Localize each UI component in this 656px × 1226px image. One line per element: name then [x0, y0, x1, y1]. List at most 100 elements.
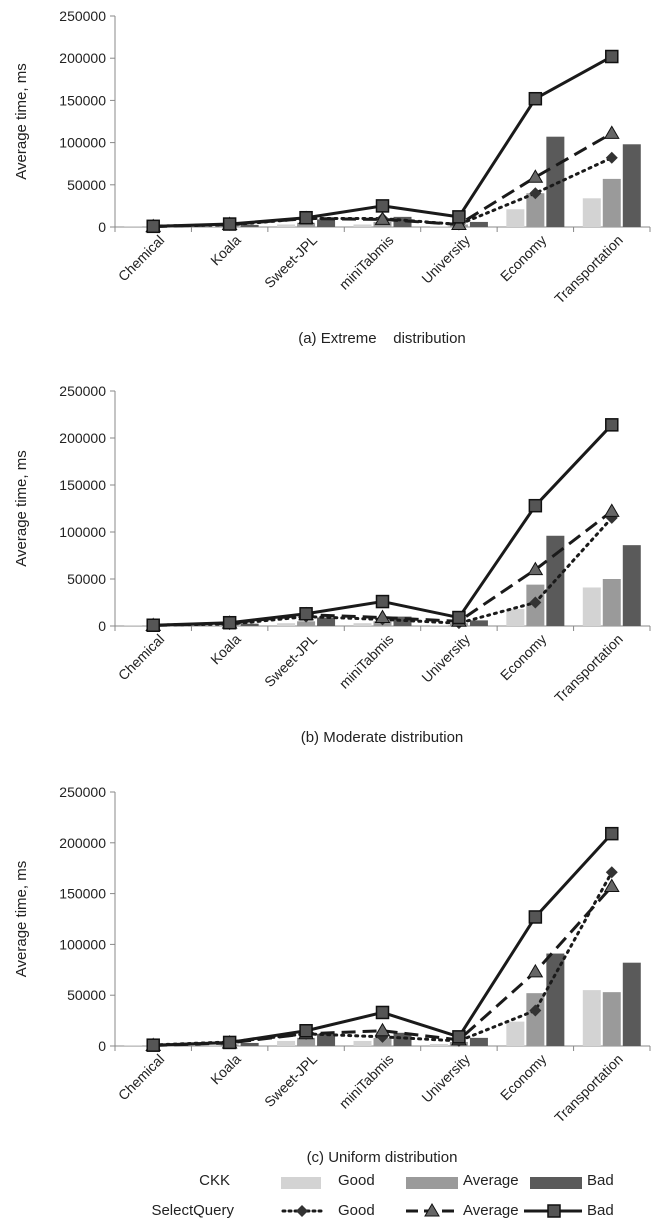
ckk-bar-good [277, 1040, 296, 1046]
category-label: Chemical [115, 232, 168, 285]
legend-sq-bad-line [524, 1204, 582, 1218]
y-tick-label: 200000 [59, 835, 106, 851]
ckk-bar-average [526, 193, 545, 227]
ckk-bar-bad [622, 545, 641, 626]
selectquery-point-bad [299, 607, 313, 621]
ckk-bar-bad [393, 216, 412, 227]
ckk-bar-bad [240, 224, 259, 227]
selectquery-point-average [603, 125, 620, 139]
ckk-bar-good [582, 587, 601, 626]
selectquery-point-bad [452, 210, 466, 224]
selectquery-point-bad [605, 49, 619, 64]
selectquery-point-good [605, 866, 618, 879]
ckk-bar-bad [469, 1037, 488, 1046]
ckk-bar-average [526, 993, 545, 1046]
legend-sq-good-line [281, 1205, 324, 1217]
ckk-bar-bad [546, 136, 565, 227]
selectquery-point-good [529, 187, 542, 200]
selectquery-point-average [527, 561, 544, 576]
ckk-bar-good [353, 623, 372, 626]
legend-ckk-good-label: Good [338, 1172, 375, 1189]
ckk-bar-bad [317, 219, 336, 227]
ckk-bar-bad [469, 221, 488, 227]
selectquery-point-bad [222, 615, 237, 630]
category-label: miniTabmis [336, 631, 397, 692]
selectquery-point-bad [146, 1038, 160, 1052]
category-label: Sweet-JPL [261, 631, 320, 690]
legend-selectquery-label: SelectQuery [151, 1202, 234, 1219]
y-tick-label: 100000 [59, 936, 106, 952]
ckk-bar-good [506, 1021, 525, 1046]
selectquery-point-bad [375, 594, 390, 609]
chart-extreme: 0 50000 100000 150000 200000 250000 Chemical Ko… [13, 8, 651, 347]
y-tick-label: 250000 [59, 8, 106, 24]
selectquery-point-average [374, 1022, 391, 1037]
selectquery-point-bad [299, 1024, 313, 1038]
selectquery-point-bad [605, 418, 619, 432]
ckk-bar-good [200, 1044, 219, 1046]
y-tick-label: 150000 [59, 886, 106, 902]
y-axis-label: Average time, ms [13, 450, 30, 566]
legend-sq-bad-label: Bad [587, 1202, 614, 1219]
selectquery-point-bad [375, 199, 390, 213]
legend-ckk-label: CKK [199, 1172, 230, 1189]
ckk-bar-average [602, 992, 621, 1046]
ckk-bar-good [429, 625, 448, 626]
legend-ckk-bad-swatch [530, 1177, 582, 1189]
category-label: Chemical [115, 1051, 168, 1104]
selectquery-point-bad [375, 1005, 390, 1020]
ckk-bar-average [297, 1037, 316, 1046]
legend-ckk-average-swatch [406, 1177, 458, 1189]
ckk-bar-bad [393, 1032, 412, 1046]
selectquery-point-bad [146, 219, 160, 234]
category-label: Sweet-JPL [261, 232, 320, 291]
ckk-bar-good [353, 1040, 372, 1046]
chart-caption: (b) Moderate distribution [301, 729, 464, 746]
selectquery-point-average [374, 211, 391, 225]
category-label: Koala [207, 232, 244, 269]
ckk-bar-bad [622, 962, 641, 1046]
category-label: Sweet-JPL [261, 1051, 320, 1110]
y-tick-label: 0 [98, 1038, 106, 1054]
y-tick-label: 100000 [59, 135, 106, 151]
category-label: Transportation [551, 232, 626, 307]
ckk-bar-average [602, 579, 621, 626]
y-tick-label: 50000 [67, 177, 106, 193]
category-label: Economy [497, 232, 550, 285]
y-tick-label: 100000 [59, 524, 106, 540]
ckk-bar-bad [622, 144, 641, 227]
selectquery-point-good [529, 1004, 542, 1017]
ckk-bar-bad [469, 620, 488, 626]
ckk-bar-bad [317, 617, 336, 626]
ckk-bar-good [429, 226, 448, 227]
legend-sq-average-label: Average [463, 1202, 519, 1219]
y-tick-label: 200000 [59, 50, 106, 66]
y-tick-label: 0 [98, 219, 106, 235]
legend: CKK Good Average Bad SelectQuery Good Av… [151, 1172, 613, 1219]
category-label: Koala [207, 631, 244, 668]
y-tick-label: 50000 [67, 571, 106, 587]
ckk-bar-good [506, 609, 525, 626]
y-tick-label: 150000 [59, 477, 106, 493]
chart-moderate: 0 50000 100000 150000 200000 250000 Chemical Ko… [13, 383, 651, 746]
ckk-bar-good [582, 990, 601, 1046]
ckk-bar-average [602, 178, 621, 227]
chart-uniform: 0 50000 100000 150000 200000 250000 Chemical Ko… [13, 784, 651, 1166]
category-label: miniTabmis [336, 232, 397, 293]
legend-ckk-good-swatch [281, 1177, 321, 1189]
legend-sq-good-label: Good [338, 1202, 375, 1219]
legend-ckk-bad-label: Bad [587, 1172, 614, 1189]
ckk-bar-average [297, 222, 316, 227]
selectquery-point-bad [299, 210, 313, 225]
y-tick-label: 0 [98, 618, 106, 634]
ckk-bar-bad [393, 616, 412, 626]
ckk-bar-good [277, 623, 296, 626]
ckk-bar-good [582, 198, 601, 227]
ckk-bar-average [297, 621, 316, 626]
chart-caption: (a) Extreme distribution [298, 330, 466, 347]
selectquery-point-bad [605, 826, 619, 841]
selectquery-point-bad [528, 498, 543, 513]
ckk-bar-good [506, 209, 525, 227]
chart-caption: (c) Uniform distribution [307, 1149, 458, 1166]
